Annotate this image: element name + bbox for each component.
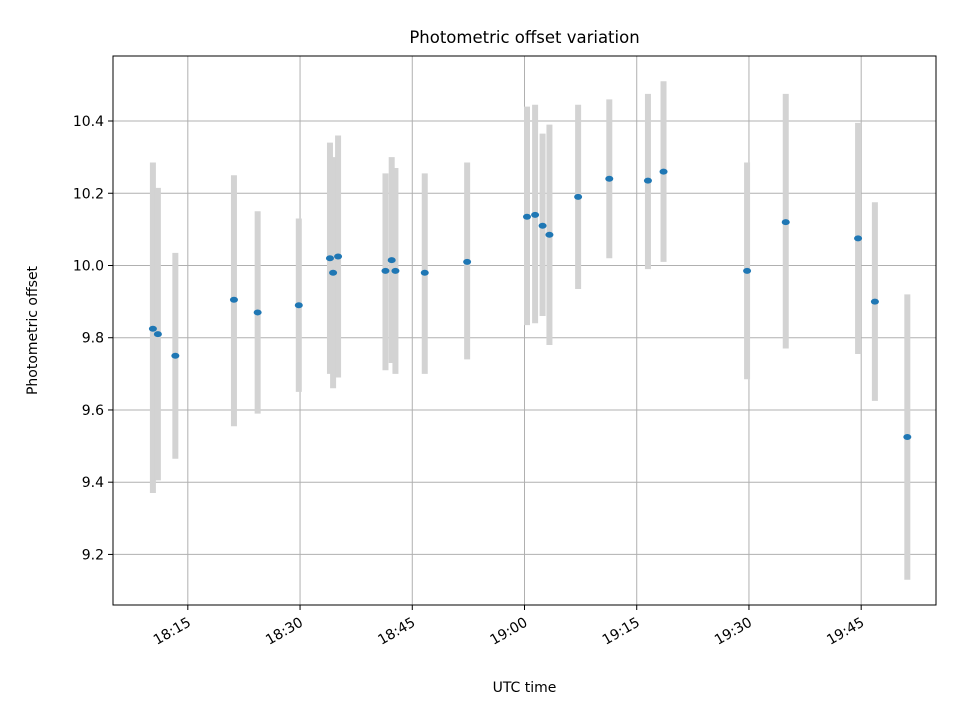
y-tick-label: 9.8 <box>82 331 104 347</box>
y-tick-label: 10.2 <box>73 186 104 202</box>
y-tick-label: 9.6 <box>82 403 104 419</box>
data-point <box>325 255 334 262</box>
data-point <box>903 434 912 441</box>
data-point <box>463 258 472 265</box>
data-point <box>420 269 429 276</box>
x-tick-label: 18:45 <box>375 615 418 649</box>
x-tick-label: 19:30 <box>712 615 755 649</box>
data-point <box>538 222 547 229</box>
data-point <box>643 177 652 184</box>
y-axis-ticks: 9.2 9.4 9.6 9.8 10.0 10.2 10.4 <box>73 114 113 563</box>
data-point <box>531 211 540 218</box>
data-point <box>229 296 238 303</box>
data-point <box>381 267 390 274</box>
x-tick-label: 19:45 <box>824 615 867 649</box>
data-point <box>574 193 583 200</box>
data-point <box>870 298 879 305</box>
data-point <box>294 302 303 309</box>
chart-title: Photometric offset variation <box>409 28 639 47</box>
x-tick-label: 19:15 <box>600 615 643 649</box>
data-point <box>153 331 162 338</box>
y-tick-label: 10.0 <box>73 258 104 274</box>
y-tick-label: 10.4 <box>73 114 104 130</box>
data-point <box>545 231 554 238</box>
data-point <box>743 267 752 274</box>
y-axis-label: Photometric offset <box>25 265 41 395</box>
x-axis-ticks: 18:15 18:30 18:45 19:00 19:15 19:30 19:45 <box>151 605 867 649</box>
y-tick-label: 9.2 <box>82 547 104 563</box>
error-bars <box>149 81 911 580</box>
x-tick-label: 19:00 <box>488 615 531 649</box>
data-point <box>329 269 338 276</box>
y-tick-label: 9.4 <box>82 475 104 491</box>
data-points <box>148 168 912 441</box>
data-point <box>253 309 262 316</box>
x-tick-label: 18:30 <box>263 615 306 649</box>
data-point <box>781 219 790 226</box>
data-point <box>334 253 343 260</box>
data-point <box>522 213 531 220</box>
data-point <box>605 175 614 182</box>
data-point <box>391 267 400 274</box>
x-tick-label: 18:15 <box>151 615 194 649</box>
data-point <box>387 257 396 264</box>
data-point <box>171 352 180 359</box>
data-point <box>148 325 157 332</box>
data-point <box>659 168 668 175</box>
x-axis-label: UTC time <box>493 680 557 696</box>
data-point <box>854 235 863 242</box>
